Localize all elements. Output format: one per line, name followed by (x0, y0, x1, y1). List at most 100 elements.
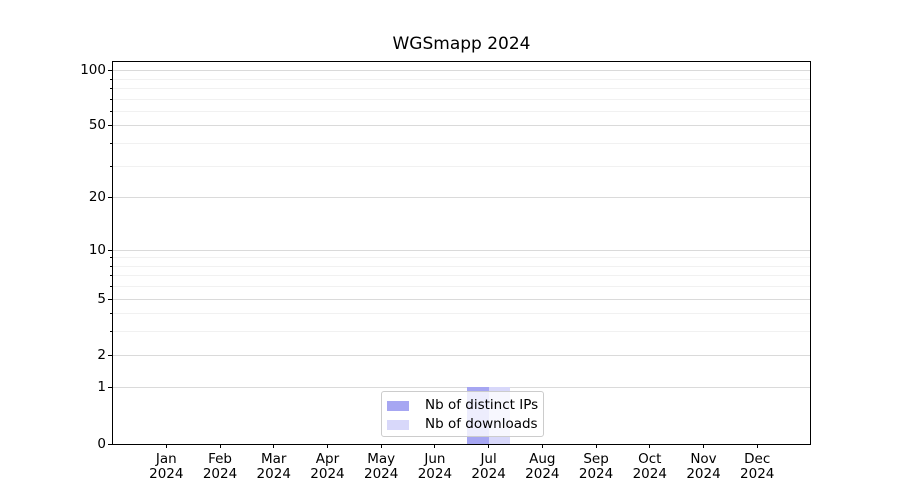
x-tick-month: Jun (424, 451, 446, 467)
x-tick-label: May 2024 (349, 452, 413, 482)
x-tick-label: Aug 2024 (510, 452, 574, 482)
gridline-minor (113, 331, 810, 333)
y-tick (108, 443, 112, 445)
x-tick-label: Nov 2024 (672, 452, 736, 482)
x-tick-label: Oct 2024 (618, 452, 682, 482)
gridline-major (113, 387, 810, 389)
gridline-minor (113, 98, 810, 100)
x-tick-year: 2024 (417, 466, 453, 482)
x-tick-year: 2024 (632, 466, 667, 482)
x-tick-month: Feb (208, 451, 232, 467)
x-tick-year: 2024 (471, 466, 506, 482)
x-tick (326, 444, 328, 448)
x-tick-month: May (367, 451, 396, 467)
legend: Nb of distinct IPs Nb of downloads (381, 391, 544, 437)
y-tick-minor (110, 286, 112, 288)
y-tick-minor (110, 265, 112, 267)
gridline-minor (113, 265, 810, 267)
y-tick-label: 20 (88, 189, 106, 206)
gridline-minor (113, 275, 810, 277)
plot-area (112, 61, 811, 445)
y-tick-minor (110, 165, 112, 167)
x-tick-year: 2024 (525, 466, 560, 482)
x-tick-month: Jan (155, 451, 177, 467)
gridline-major (113, 249, 810, 251)
y-tick (108, 298, 112, 300)
y-tick (108, 249, 112, 251)
x-tick-label: Sep 2024 (564, 452, 628, 482)
legend-swatch-distinct-ips (387, 400, 409, 411)
y-tick (108, 70, 112, 72)
x-tick-month: Mar (260, 451, 287, 467)
y-tick-label: 10 (88, 241, 106, 258)
gridline-major (113, 70, 810, 72)
x-tick-year: 2024 (578, 466, 614, 482)
x-tick (380, 444, 382, 448)
x-tick-year: 2024 (686, 466, 721, 482)
gridline-minor (113, 313, 810, 315)
x-tick-label: Jun 2024 (403, 452, 467, 482)
gridline-minor (113, 88, 810, 90)
x-tick-month: Nov (690, 451, 717, 467)
y-tick-minor (110, 88, 112, 90)
x-tick-year: 2024 (202, 466, 238, 482)
gridline-minor (113, 78, 810, 80)
x-tick-label: Mar 2024 (242, 452, 306, 482)
y-tick-minor (110, 275, 112, 277)
y-tick (108, 354, 112, 356)
y-tick-label: 2 (97, 346, 106, 363)
gridline-major (113, 298, 810, 300)
y-tick-minor (110, 78, 112, 80)
x-tick (434, 444, 436, 448)
y-tick-minor (110, 98, 112, 100)
x-tick-month: Oct (638, 451, 662, 467)
y-tick-minor (110, 313, 112, 315)
x-tick-label: Jul 2024 (457, 452, 521, 482)
x-tick-month: Apr (315, 451, 340, 467)
x-tick (756, 444, 758, 448)
y-tick (108, 387, 112, 389)
gridline-major (113, 197, 810, 199)
y-tick-label: 1 (97, 379, 106, 396)
y-tick-minor (110, 257, 112, 259)
y-tick-label: 100 (80, 62, 106, 79)
x-tick-label: Dec 2024 (725, 452, 789, 482)
gridline-major (113, 125, 810, 127)
x-tick-month: Sep (583, 451, 609, 467)
x-tick (219, 444, 221, 448)
x-tick-month: Jul (480, 451, 497, 467)
x-tick (649, 444, 651, 448)
x-tick (703, 444, 704, 448)
gridline-major (113, 354, 810, 356)
gridline-minor (113, 143, 810, 145)
y-tick-minor (110, 110, 112, 112)
x-tick-label: Jan 2024 (134, 452, 198, 482)
gridline-minor (113, 257, 810, 259)
gridline-minor (113, 286, 810, 288)
x-tick-year: 2024 (740, 466, 775, 482)
x-tick-year: 2024 (310, 466, 345, 482)
y-tick-label: 50 (88, 117, 106, 134)
y-tick-minor (110, 143, 112, 145)
x-tick (488, 444, 490, 448)
x-tick (595, 444, 597, 448)
gridline-minor (113, 110, 810, 112)
x-tick (165, 444, 167, 448)
y-tick (108, 125, 112, 127)
chart-title: WGSmapp 2024 (392, 34, 531, 54)
x-tick-month: Dec (744, 451, 771, 467)
legend-item-distinct-ips: Nb of distinct IPs (387, 396, 543, 415)
y-tick-label: 5 (97, 290, 106, 307)
gridline-minor (113, 165, 810, 167)
y-tick-label: 0 (97, 435, 106, 452)
x-tick-year: 2024 (363, 466, 399, 482)
x-tick-year: 2024 (256, 466, 291, 482)
x-tick-label: Feb 2024 (188, 452, 252, 482)
x-tick (273, 444, 275, 448)
x-tick (541, 444, 543, 448)
legend-swatch-downloads (387, 419, 409, 430)
y-tick (108, 197, 112, 199)
legend-label-downloads: Nb of downloads (425, 416, 538, 432)
x-tick-month: Aug (529, 451, 556, 467)
